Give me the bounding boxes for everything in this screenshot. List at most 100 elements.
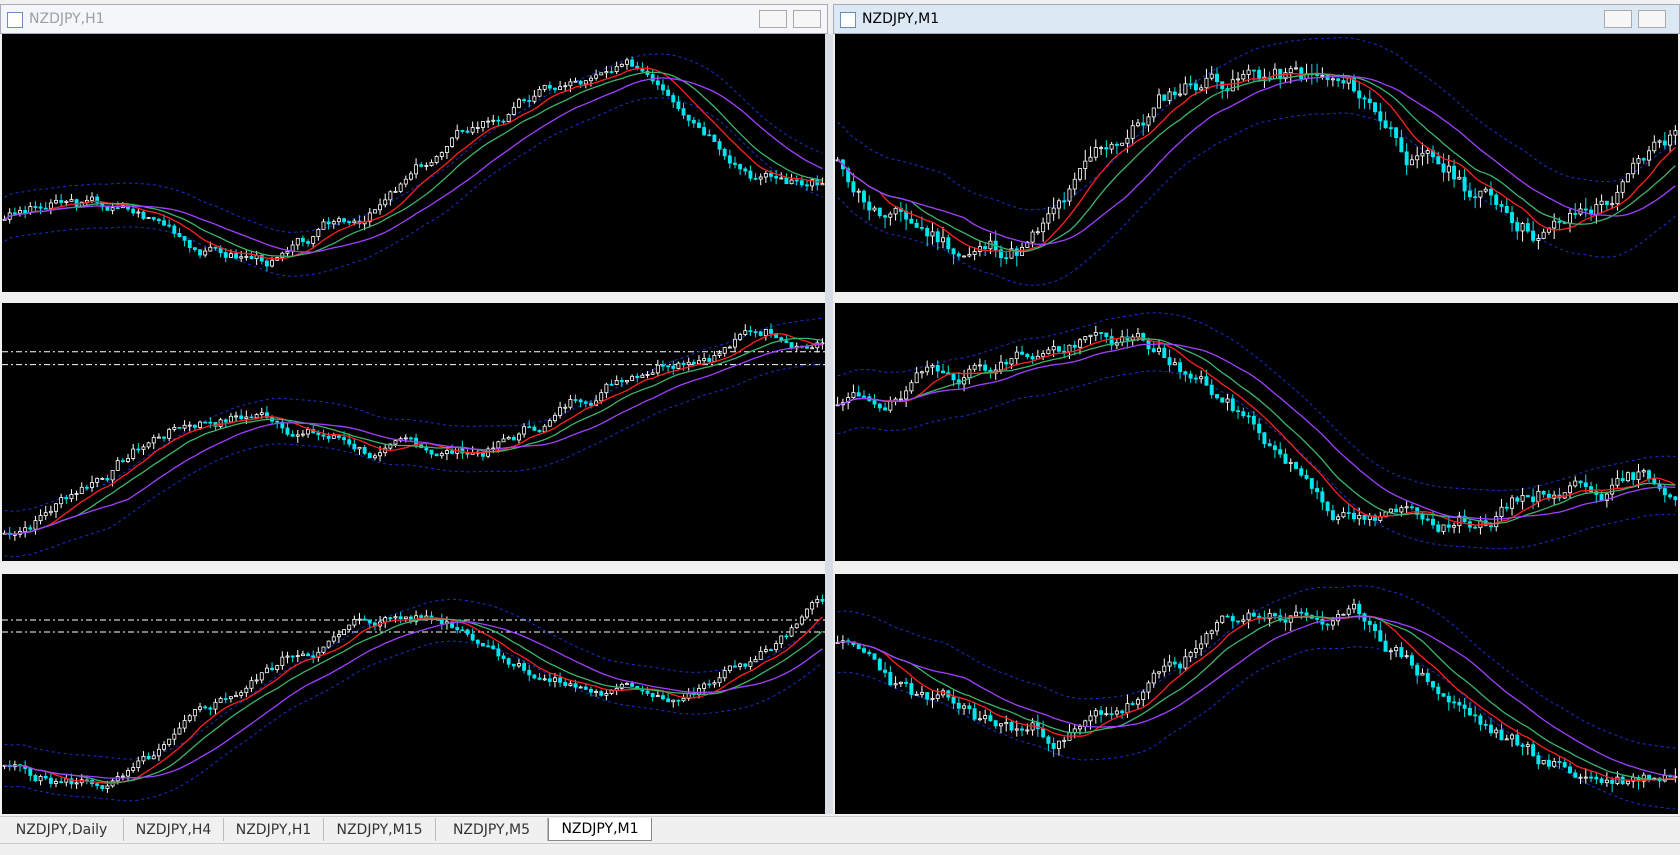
minimize-button[interactable]	[1604, 10, 1632, 28]
candle-body	[1125, 336, 1130, 341]
candle-body	[1420, 152, 1425, 157]
candle-body	[1673, 130, 1678, 136]
chart-tab[interactable]: NZDJPY,M15	[324, 818, 436, 841]
candle-body	[223, 252, 228, 258]
candle-body	[1114, 143, 1119, 146]
candle-body	[753, 658, 758, 663]
candle-body	[1336, 516, 1341, 520]
candle-body	[12, 212, 17, 215]
candle-body	[769, 328, 773, 334]
minimize-button[interactable]	[759, 10, 787, 28]
candle-body	[784, 177, 789, 185]
candle-body	[275, 665, 280, 670]
candle-body	[1193, 648, 1198, 653]
candle-body	[285, 427, 290, 435]
candle-body	[1315, 488, 1320, 493]
candle-body	[1283, 72, 1288, 80]
candle-body	[883, 407, 888, 411]
candle-body	[429, 162, 434, 166]
candle-body	[450, 137, 455, 147]
chart-tab[interactable]: NZDJPY,H1	[224, 818, 324, 841]
candle-body	[162, 220, 166, 226]
price-chart[interactable]	[2, 574, 825, 814]
chart-tab[interactable]: NZDJPY,M1	[548, 818, 652, 841]
candle-body	[1409, 159, 1414, 166]
chart-tab[interactable]: NZDJPY,Daily	[0, 818, 124, 841]
candle-body	[491, 645, 496, 650]
candle-body	[244, 255, 249, 258]
candle-body	[1125, 703, 1130, 714]
candle-body	[1541, 231, 1546, 239]
window-titlebar[interactable]: NZDJPY,H1	[0, 4, 828, 34]
candle-body	[763, 173, 768, 178]
candle-body	[1099, 332, 1104, 334]
candle-body	[1135, 122, 1140, 127]
candle-body	[79, 486, 84, 495]
candle-body	[578, 80, 583, 85]
price-chart[interactable]	[835, 574, 1678, 814]
maximize-button[interactable]	[793, 10, 821, 28]
candle-body	[1615, 191, 1620, 205]
candle-body	[1104, 332, 1109, 338]
candle-body	[347, 221, 352, 224]
candle-body	[1257, 615, 1262, 619]
candle-body	[619, 63, 624, 67]
price-chart[interactable]	[2, 34, 825, 292]
candle-body	[331, 435, 336, 439]
candle-body	[1636, 471, 1641, 481]
candle-body	[1583, 776, 1588, 779]
maximize-button[interactable]	[1638, 10, 1666, 28]
candle-body	[594, 691, 599, 693]
candle-body	[54, 503, 58, 512]
price-chart[interactable]	[835, 303, 1678, 561]
chart-tab[interactable]: NZDJPY,M5	[436, 818, 548, 841]
candle-body	[919, 371, 924, 374]
candle-body	[1583, 482, 1588, 488]
candle-body	[506, 114, 511, 122]
candle-body	[439, 453, 444, 457]
candle-body	[1462, 704, 1467, 709]
candle-body	[1552, 761, 1557, 767]
candle-body	[722, 148, 727, 157]
candle-body	[872, 400, 877, 405]
candle-body	[1399, 647, 1404, 658]
candle-body	[1046, 736, 1051, 744]
candle-body	[285, 250, 290, 254]
candle-body	[1157, 347, 1162, 353]
candle-body	[537, 677, 542, 680]
candle-body	[1446, 524, 1451, 528]
candle-body	[753, 331, 758, 334]
candle-body	[733, 665, 737, 668]
candle-body	[228, 696, 233, 700]
candle-body	[774, 175, 779, 179]
candle-body	[1304, 474, 1309, 479]
candle-body	[1599, 200, 1604, 206]
price-chart[interactable]	[2, 303, 825, 561]
candle-body	[568, 81, 573, 87]
candle-body	[1504, 205, 1509, 213]
candle-body	[1125, 137, 1130, 144]
candle-body	[1151, 348, 1156, 353]
candle-body	[1151, 107, 1156, 118]
candle-body	[419, 164, 424, 167]
candle-body	[1499, 506, 1504, 518]
candle-body	[1346, 77, 1351, 84]
price-chart[interactable]	[835, 34, 1678, 292]
candle-body	[460, 629, 465, 632]
candle-body	[810, 602, 815, 610]
candle-body	[326, 640, 331, 648]
candle-body	[877, 658, 882, 671]
candle-body	[1652, 141, 1657, 152]
candle-body	[722, 347, 727, 354]
chart-tab[interactable]: NZDJPY,H4	[124, 818, 224, 841]
candle-body	[919, 226, 924, 229]
candle-body	[861, 648, 866, 653]
candle-body	[909, 218, 914, 224]
candle-body	[1146, 116, 1151, 126]
candle-body	[1083, 160, 1088, 169]
candle-body	[661, 364, 665, 367]
candle-body	[758, 651, 763, 660]
candle-body	[1246, 415, 1251, 418]
window-titlebar[interactable]: NZDJPY,M1	[833, 4, 1680, 34]
candle-body	[1294, 611, 1298, 617]
